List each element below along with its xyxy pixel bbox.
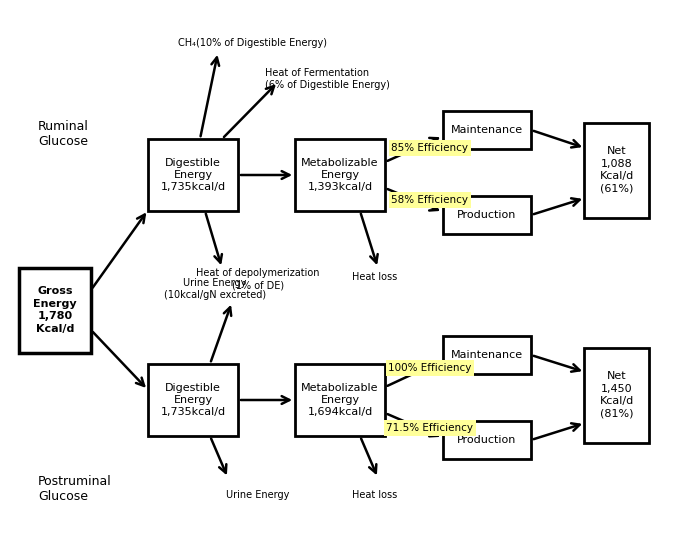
- Text: Digestible: Digestible: [165, 158, 221, 167]
- Bar: [19, 268, 91, 352]
- Text: Kcal/d: Kcal/d: [600, 396, 634, 406]
- Text: Gross: Gross: [37, 286, 73, 296]
- Text: Net: Net: [607, 371, 627, 382]
- Text: Urine Energy
(10kcal/gN excreted): Urine Energy (10kcal/gN excreted): [164, 278, 266, 300]
- Text: Heat of depolymerization
(1% of DE): Heat of depolymerization (1% of DE): [196, 268, 320, 290]
- Bar: [443, 196, 531, 234]
- Text: Kcal/d: Kcal/d: [600, 171, 634, 181]
- Text: 1,694kcal/d: 1,694kcal/d: [308, 408, 373, 417]
- Text: Energy: Energy: [173, 395, 212, 405]
- Bar: [584, 122, 649, 217]
- Text: 1,735kcal/d: 1,735kcal/d: [160, 408, 225, 417]
- Text: Maintenance: Maintenance: [451, 125, 523, 135]
- Text: Digestible: Digestible: [165, 383, 221, 392]
- Text: 100% Efficiency: 100% Efficiency: [388, 363, 472, 373]
- Text: Heat of Fermentation
(6% of Digestible Energy): Heat of Fermentation (6% of Digestible E…: [265, 68, 390, 89]
- Bar: [443, 111, 531, 149]
- Text: Metabolizable: Metabolizable: [301, 158, 379, 167]
- Text: 85% Efficiency: 85% Efficiency: [392, 143, 469, 153]
- Text: (61%): (61%): [600, 184, 634, 193]
- Bar: [443, 421, 531, 459]
- Text: 1,780: 1,780: [38, 311, 73, 321]
- Text: Production: Production: [458, 435, 516, 445]
- Text: Ruminal
Glucose: Ruminal Glucose: [38, 120, 89, 148]
- Text: Energy: Energy: [321, 395, 360, 405]
- Text: Metabolizable: Metabolizable: [301, 383, 379, 392]
- Bar: [443, 336, 531, 374]
- Bar: [148, 364, 238, 436]
- Text: Urine Energy: Urine Energy: [226, 490, 290, 500]
- Text: Energy: Energy: [173, 170, 212, 180]
- Bar: [148, 139, 238, 211]
- Bar: [295, 364, 385, 436]
- Text: 1,393kcal/d: 1,393kcal/d: [308, 183, 373, 192]
- Text: 71.5% Efficiency: 71.5% Efficiency: [386, 423, 473, 433]
- Text: Production: Production: [458, 210, 516, 220]
- Text: Postruminal
Glucose: Postruminal Glucose: [38, 475, 112, 503]
- Text: Energy: Energy: [321, 170, 360, 180]
- Text: 1,450: 1,450: [601, 384, 633, 394]
- Bar: [295, 139, 385, 211]
- Text: 1,088: 1,088: [601, 159, 633, 169]
- Text: Energy: Energy: [33, 299, 77, 309]
- Bar: [584, 347, 649, 442]
- Text: Heat loss: Heat loss: [352, 272, 397, 282]
- Text: Kcal/d: Kcal/d: [36, 324, 74, 333]
- Text: Net: Net: [607, 146, 627, 157]
- Text: 58% Efficiency: 58% Efficiency: [392, 195, 469, 205]
- Text: CH₄(10% of Digestible Energy): CH₄(10% of Digestible Energy): [178, 38, 327, 48]
- Text: Maintenance: Maintenance: [451, 350, 523, 360]
- Text: (81%): (81%): [600, 409, 634, 418]
- Text: 1,735kcal/d: 1,735kcal/d: [160, 183, 225, 192]
- Text: Heat loss: Heat loss: [352, 490, 397, 500]
